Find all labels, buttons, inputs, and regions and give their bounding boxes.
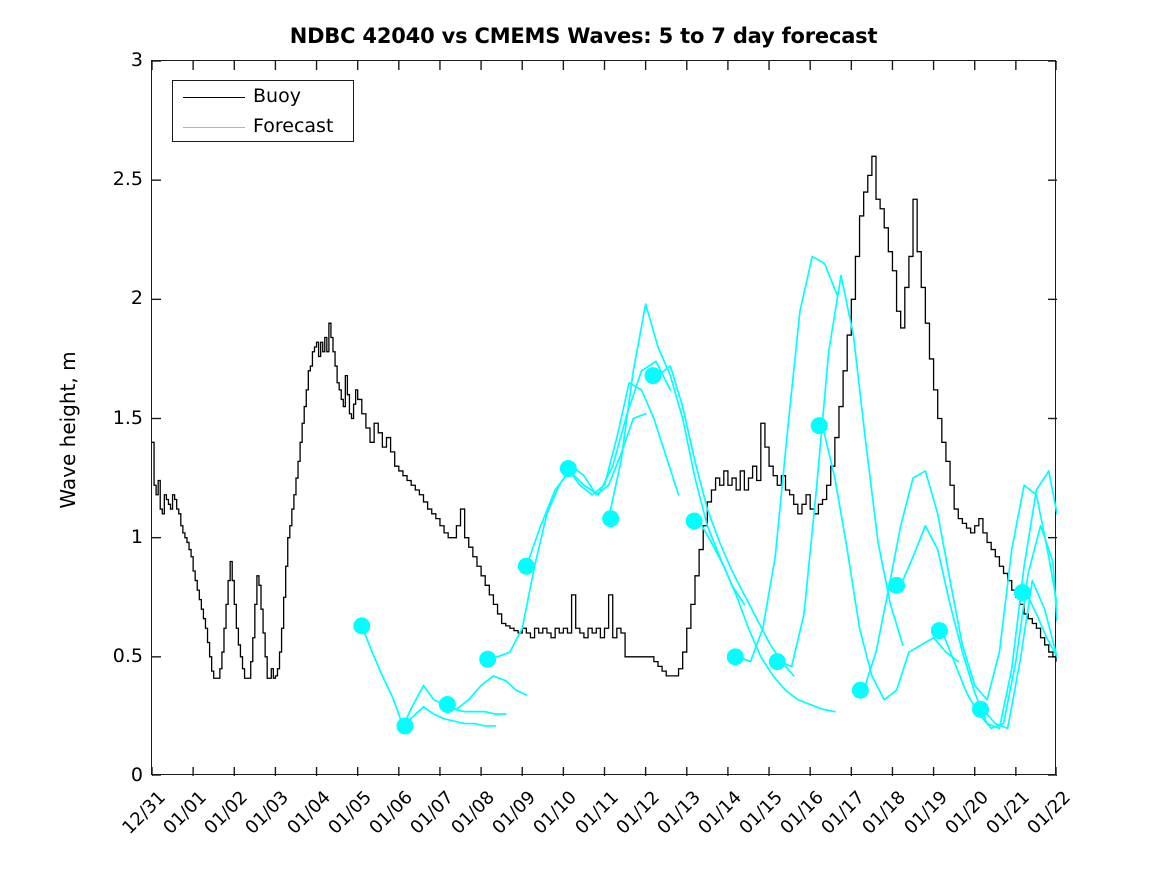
forecast-marker	[851, 681, 869, 699]
legend-swatch-forecast	[183, 127, 245, 128]
legend-label: Forecast	[253, 115, 334, 137]
forecast-marker	[768, 653, 786, 671]
y-axis-label: Wave height, m	[56, 351, 80, 509]
forecast-series-line	[862, 470, 1057, 701]
forecast-marker	[726, 648, 744, 666]
forecast-series-line	[821, 424, 960, 701]
forecast-series-line	[443, 675, 528, 711]
forecast-series-line	[1025, 591, 1057, 658]
y-tick-label: 2.5	[112, 168, 143, 191]
y-tick-label: 1.5	[112, 406, 143, 429]
legend: Buoy Forecast	[172, 80, 354, 142]
forecast-series-line	[360, 625, 497, 727]
chart-title: NDBC 42040 vs CMEMS Waves: 5 to 7 day fo…	[289, 24, 878, 48]
legend-item[interactable]: Forecast	[173, 112, 355, 143]
forecast-series-line	[940, 524, 1057, 730]
forecast-series-line	[607, 303, 746, 606]
forecast-marker	[602, 510, 620, 528]
forecast-marker	[438, 696, 456, 713]
y-tick-label: 3	[130, 49, 143, 71]
legend-label: Buoy	[253, 85, 301, 107]
forecast-series-line	[657, 365, 795, 677]
forecast-marker	[930, 622, 948, 640]
forecast-marker	[479, 650, 497, 668]
buoy-series-line	[152, 155, 1057, 679]
forecast-marker	[517, 557, 535, 575]
forecast-series-line	[698, 520, 836, 713]
forecast-marker	[353, 617, 371, 635]
y-tick-label: 0.5	[112, 644, 143, 667]
legend-item[interactable]: Buoy	[173, 82, 355, 113]
forecast-series-line	[982, 579, 1057, 730]
forecast-marker	[888, 576, 906, 594]
plot-canvas	[152, 61, 1057, 776]
plot-area	[151, 60, 1057, 776]
legend-swatch-buoy	[183, 97, 245, 98]
forecast-marker	[559, 460, 577, 478]
forecast-marker	[810, 417, 828, 435]
y-tick-label: 0	[130, 764, 143, 786]
forecast-marker	[1013, 583, 1031, 601]
y-tick-label: 2	[130, 287, 143, 310]
forecast-marker	[644, 367, 662, 385]
forecast-marker	[685, 512, 703, 530]
forecast-series-line	[566, 381, 680, 496]
y-axis-tick-labels: 0 0.5 1 1.5 2 2.5 3	[85, 0, 143, 875]
forecast-marker	[396, 717, 414, 735]
y-tick-label: 1	[130, 525, 143, 548]
forecast-series-line	[525, 360, 672, 568]
forecast-marker	[971, 700, 989, 718]
forecast-series-line	[737, 255, 838, 663]
forecast-series-line	[778, 274, 904, 668]
